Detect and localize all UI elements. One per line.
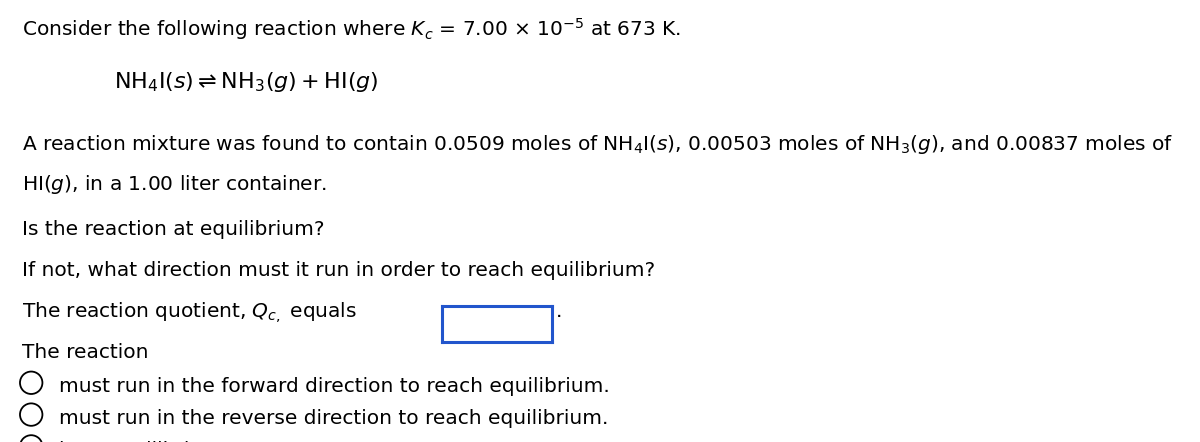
Text: $\mathrm{HI}(\mathit{g})$, in a 1.00 liter container.: $\mathrm{HI}(\mathit{g})$, in a 1.00 lit… — [22, 173, 326, 196]
Text: .: . — [556, 302, 562, 321]
Text: A reaction mixture was found to contain 0.0509 moles of $\mathrm{NH_4I}(\mathit{: A reaction mixture was found to contain … — [22, 133, 1174, 156]
Text: Consider the following reaction where $K_c$ = 7.00 × 10$^{-5}$ at 673 K.: Consider the following reaction where $K… — [22, 16, 680, 42]
Text: If not, what direction must it run in order to reach equilibrium?: If not, what direction must it run in or… — [22, 261, 655, 280]
Text: The reaction: The reaction — [22, 343, 148, 362]
Text: is at equilibrium.: is at equilibrium. — [59, 441, 228, 442]
Text: The reaction quotient, $Q_{c,}$ equals: The reaction quotient, $Q_{c,}$ equals — [22, 300, 356, 325]
Text: must run in the forward direction to reach equilibrium.: must run in the forward direction to rea… — [59, 377, 610, 396]
Text: must run in the reverse direction to reach equilibrium.: must run in the reverse direction to rea… — [59, 409, 608, 428]
Text: Is the reaction at equilibrium?: Is the reaction at equilibrium? — [22, 220, 324, 239]
Text: $\mathrm{NH_4I}(\mathit{s}) \rightleftharpoons \mathrm{NH_3}(\mathit{g}) + \math: $\mathrm{NH_4I}(\mathit{s}) \rightleftha… — [114, 70, 379, 95]
